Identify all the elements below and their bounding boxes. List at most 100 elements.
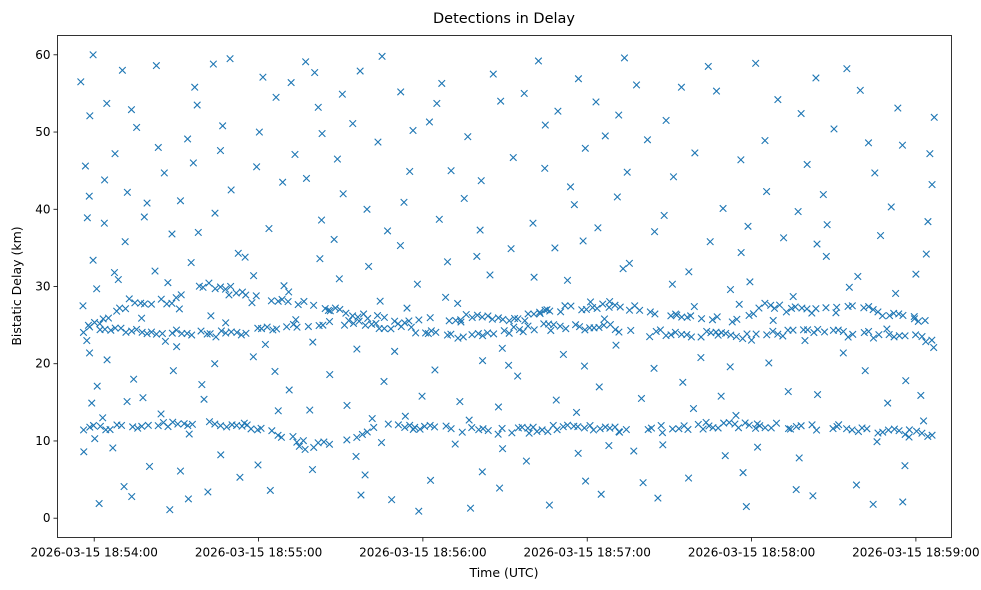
detection-point bbox=[552, 396, 560, 404]
detection-point bbox=[735, 300, 743, 308]
detection-point bbox=[812, 304, 820, 313]
detection-point bbox=[543, 305, 551, 314]
detection-point bbox=[308, 465, 317, 474]
detection-point bbox=[460, 194, 468, 203]
detection-point bbox=[413, 280, 422, 288]
detection-point bbox=[103, 356, 111, 364]
detection-point bbox=[478, 313, 486, 321]
detection-point bbox=[424, 329, 433, 338]
detection-point bbox=[324, 306, 333, 315]
detection-point bbox=[293, 323, 301, 331]
detection-point bbox=[377, 438, 386, 447]
detection-point bbox=[343, 401, 351, 410]
detection-point bbox=[530, 326, 538, 334]
detection-point bbox=[791, 303, 799, 311]
detection-point bbox=[722, 329, 730, 338]
detection-point bbox=[89, 256, 97, 264]
detection-point bbox=[361, 471, 369, 479]
detection-point bbox=[183, 135, 192, 143]
detection-point bbox=[611, 325, 620, 334]
y-tick-label: 20 bbox=[35, 357, 50, 371]
detection-point bbox=[285, 386, 293, 394]
x-axis-label: Time (UTC) bbox=[468, 565, 538, 580]
detection-point bbox=[380, 377, 388, 386]
detection-point bbox=[563, 421, 572, 429]
detection-point bbox=[77, 78, 85, 86]
detection-point bbox=[374, 138, 382, 146]
detection-point bbox=[268, 427, 276, 435]
detection-point bbox=[581, 326, 589, 334]
detection-point bbox=[282, 323, 291, 331]
detection-point bbox=[114, 275, 122, 284]
detection-point bbox=[221, 319, 230, 327]
detection-point bbox=[415, 316, 423, 324]
detection-point bbox=[252, 292, 260, 300]
detection-point bbox=[363, 205, 371, 213]
detection-point bbox=[813, 390, 822, 399]
detection-point bbox=[474, 329, 483, 338]
detection-point bbox=[353, 433, 361, 442]
detection-point bbox=[216, 283, 225, 291]
detection-point bbox=[211, 360, 219, 368]
detection-point bbox=[566, 183, 575, 191]
detection-point bbox=[349, 119, 357, 128]
detection-point bbox=[620, 54, 629, 62]
detection-point bbox=[464, 132, 472, 141]
detection-point bbox=[632, 81, 641, 89]
detection-point bbox=[138, 422, 146, 431]
detection-point bbox=[112, 307, 121, 315]
detection-point bbox=[761, 423, 769, 432]
detection-point bbox=[535, 308, 544, 316]
detection-point bbox=[887, 203, 895, 211]
detection-point bbox=[556, 308, 565, 316]
detection-point bbox=[733, 315, 741, 324]
detection-point bbox=[383, 227, 392, 235]
detection-point bbox=[198, 380, 206, 389]
detection-point bbox=[257, 424, 265, 432]
detection-point bbox=[432, 328, 440, 337]
detection-point bbox=[100, 219, 109, 227]
detection-point bbox=[745, 311, 753, 320]
detection-point bbox=[860, 304, 868, 312]
detection-point bbox=[703, 327, 711, 336]
detection-point bbox=[280, 282, 288, 290]
detection-point bbox=[719, 204, 727, 213]
detection-point bbox=[786, 425, 795, 433]
detection-point bbox=[755, 304, 763, 312]
detection-point bbox=[185, 430, 193, 438]
detection-point bbox=[140, 300, 149, 308]
detection-point bbox=[579, 237, 587, 245]
detection-point bbox=[930, 113, 938, 122]
detection-point bbox=[109, 444, 117, 452]
detection-point bbox=[271, 367, 279, 376]
detection-point bbox=[255, 128, 264, 136]
detection-point bbox=[901, 461, 909, 470]
detection-point bbox=[447, 330, 455, 338]
detection-point bbox=[891, 289, 900, 298]
detection-point bbox=[639, 478, 647, 487]
detection-point bbox=[746, 278, 754, 286]
detection-point bbox=[335, 275, 344, 283]
detection-point bbox=[400, 198, 408, 207]
detection-point bbox=[86, 423, 94, 431]
detection-point bbox=[154, 422, 162, 430]
detection-point bbox=[117, 324, 125, 332]
detection-point bbox=[580, 424, 589, 432]
detection-point bbox=[562, 324, 570, 333]
detection-point bbox=[895, 310, 903, 318]
detection-point bbox=[176, 197, 185, 205]
detection-point bbox=[343, 436, 351, 444]
detection-point bbox=[232, 289, 240, 297]
detection-point bbox=[728, 318, 736, 326]
detection-point bbox=[403, 304, 411, 312]
detection-point bbox=[263, 323, 271, 331]
detection-point bbox=[669, 173, 678, 181]
detection-point bbox=[510, 323, 518, 331]
detection-point bbox=[675, 424, 683, 433]
detection-point bbox=[662, 116, 670, 125]
detection-point bbox=[499, 315, 507, 324]
detection-tracks bbox=[79, 279, 936, 452]
x-tick-label: 2026-03-15 18:55:00 bbox=[195, 546, 322, 560]
detection-point bbox=[289, 432, 297, 441]
detection-point bbox=[353, 345, 361, 353]
